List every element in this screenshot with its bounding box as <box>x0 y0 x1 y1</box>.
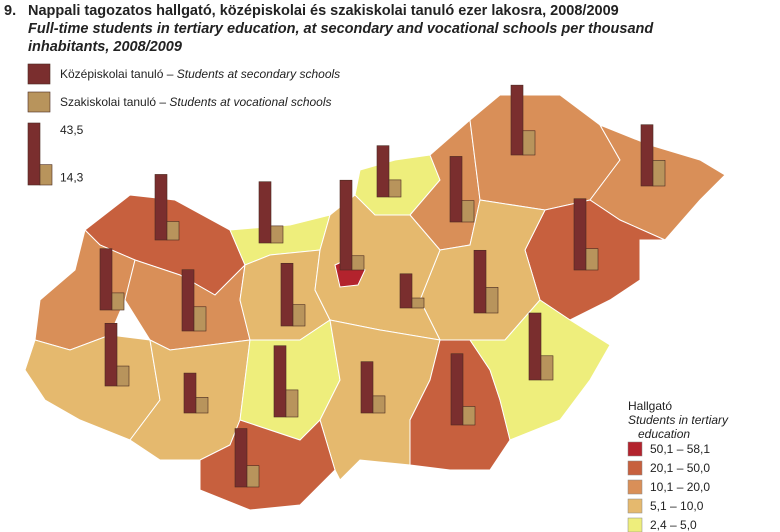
vocational-bar <box>585 248 599 271</box>
legend-swatch <box>27 63 51 85</box>
vocational-bar <box>285 389 299 418</box>
class-swatch <box>627 441 643 457</box>
class-label: 5,1 – 10,0 <box>650 499 704 513</box>
class-swatch <box>627 460 643 476</box>
secondary-bar <box>528 312 542 381</box>
reference-label: 43,5 <box>60 123 84 137</box>
class-label: 2,4 – 5,0 <box>650 518 697 532</box>
secondary-bar <box>449 156 463 223</box>
legend-swatch <box>27 91 51 113</box>
vocational-bar <box>462 406 476 426</box>
secondary-bar <box>339 179 353 271</box>
title: Nappali tagozatos hallgató, középiskolai… <box>28 3 619 19</box>
vocational-bar <box>292 304 306 327</box>
vocational-bar <box>193 306 207 332</box>
secondary-bar <box>154 174 168 241</box>
secondary-bar <box>360 361 374 414</box>
vocational-bar <box>652 160 666 187</box>
legend-label-hu: Középiskolai tanuló – <box>60 67 177 81</box>
subtitle-line: inhabitants, 2008/2009 <box>28 39 182 55</box>
class-swatch <box>627 517 643 532</box>
secondary-bar <box>181 269 195 332</box>
county <box>199 419 336 511</box>
legend-label-en: Students at vocational schools <box>169 95 331 109</box>
secondary-bar <box>104 322 118 387</box>
legend-label: Szakiskolai tanuló – Students at vocatio… <box>60 95 332 109</box>
vocational-bar <box>166 221 180 241</box>
legend-title: Hallgató <box>628 399 672 413</box>
secondary-bar <box>573 198 587 271</box>
class-label: 50,1 – 58,1 <box>650 442 710 456</box>
vocational-bar <box>351 255 365 271</box>
vocational-bar <box>522 130 536 156</box>
secondary-bar <box>399 273 413 309</box>
vocational-bar <box>485 287 499 314</box>
class-label: 20,1 – 50,0 <box>650 461 710 475</box>
secondary-bar <box>640 124 654 187</box>
class-swatch <box>627 479 643 495</box>
secondary-bar <box>473 249 487 314</box>
subtitle: Full-time students in tertiary education… <box>28 21 654 55</box>
vocational-bar <box>111 292 125 311</box>
legend-label: Középiskolai tanuló – Students at second… <box>60 67 340 81</box>
vocational-bar <box>116 365 130 387</box>
legend-subtitle-line: Students in tertiary <box>628 413 729 427</box>
secondary-bar <box>376 145 390 198</box>
secondary-bar <box>273 345 287 418</box>
legend-subtitle-line: education <box>638 427 690 441</box>
vocational-bar <box>195 397 209 414</box>
vocational-bar <box>540 355 554 381</box>
vocational-bar <box>388 179 402 198</box>
secondary-bar <box>280 262 294 327</box>
legend: Középiskolai tanuló – Students at second… <box>27 63 729 532</box>
reference-label: 14,3 <box>60 171 84 185</box>
legend-subtitle: Students in tertiary education <box>628 413 729 441</box>
secondary-bar <box>450 353 464 426</box>
reference-vocational <box>39 164 53 186</box>
figure-number: 9. <box>4 3 16 19</box>
county <box>24 334 161 441</box>
class-label: 10,1 – 20,0 <box>650 480 710 494</box>
vocational-bar <box>372 395 386 414</box>
vocational-bar <box>270 225 284 244</box>
reference-secondary <box>27 122 41 186</box>
secondary-bar <box>183 372 197 414</box>
class-swatch <box>627 498 643 514</box>
subtitle-line: Full-time students in tertiary education… <box>28 21 654 37</box>
secondary-bar <box>510 84 524 156</box>
vocational-bar <box>411 297 425 309</box>
legend-label-hu: Szakiskolai tanuló – <box>60 95 169 109</box>
legend-label-en: Students at secondary schools <box>177 67 340 81</box>
secondary-bar <box>234 428 248 488</box>
bars <box>99 84 666 488</box>
secondary-bar <box>258 181 272 244</box>
vocational-bar <box>461 200 475 223</box>
secondary-bar <box>99 248 113 311</box>
counties <box>24 94 726 511</box>
vocational-bar <box>246 465 260 488</box>
